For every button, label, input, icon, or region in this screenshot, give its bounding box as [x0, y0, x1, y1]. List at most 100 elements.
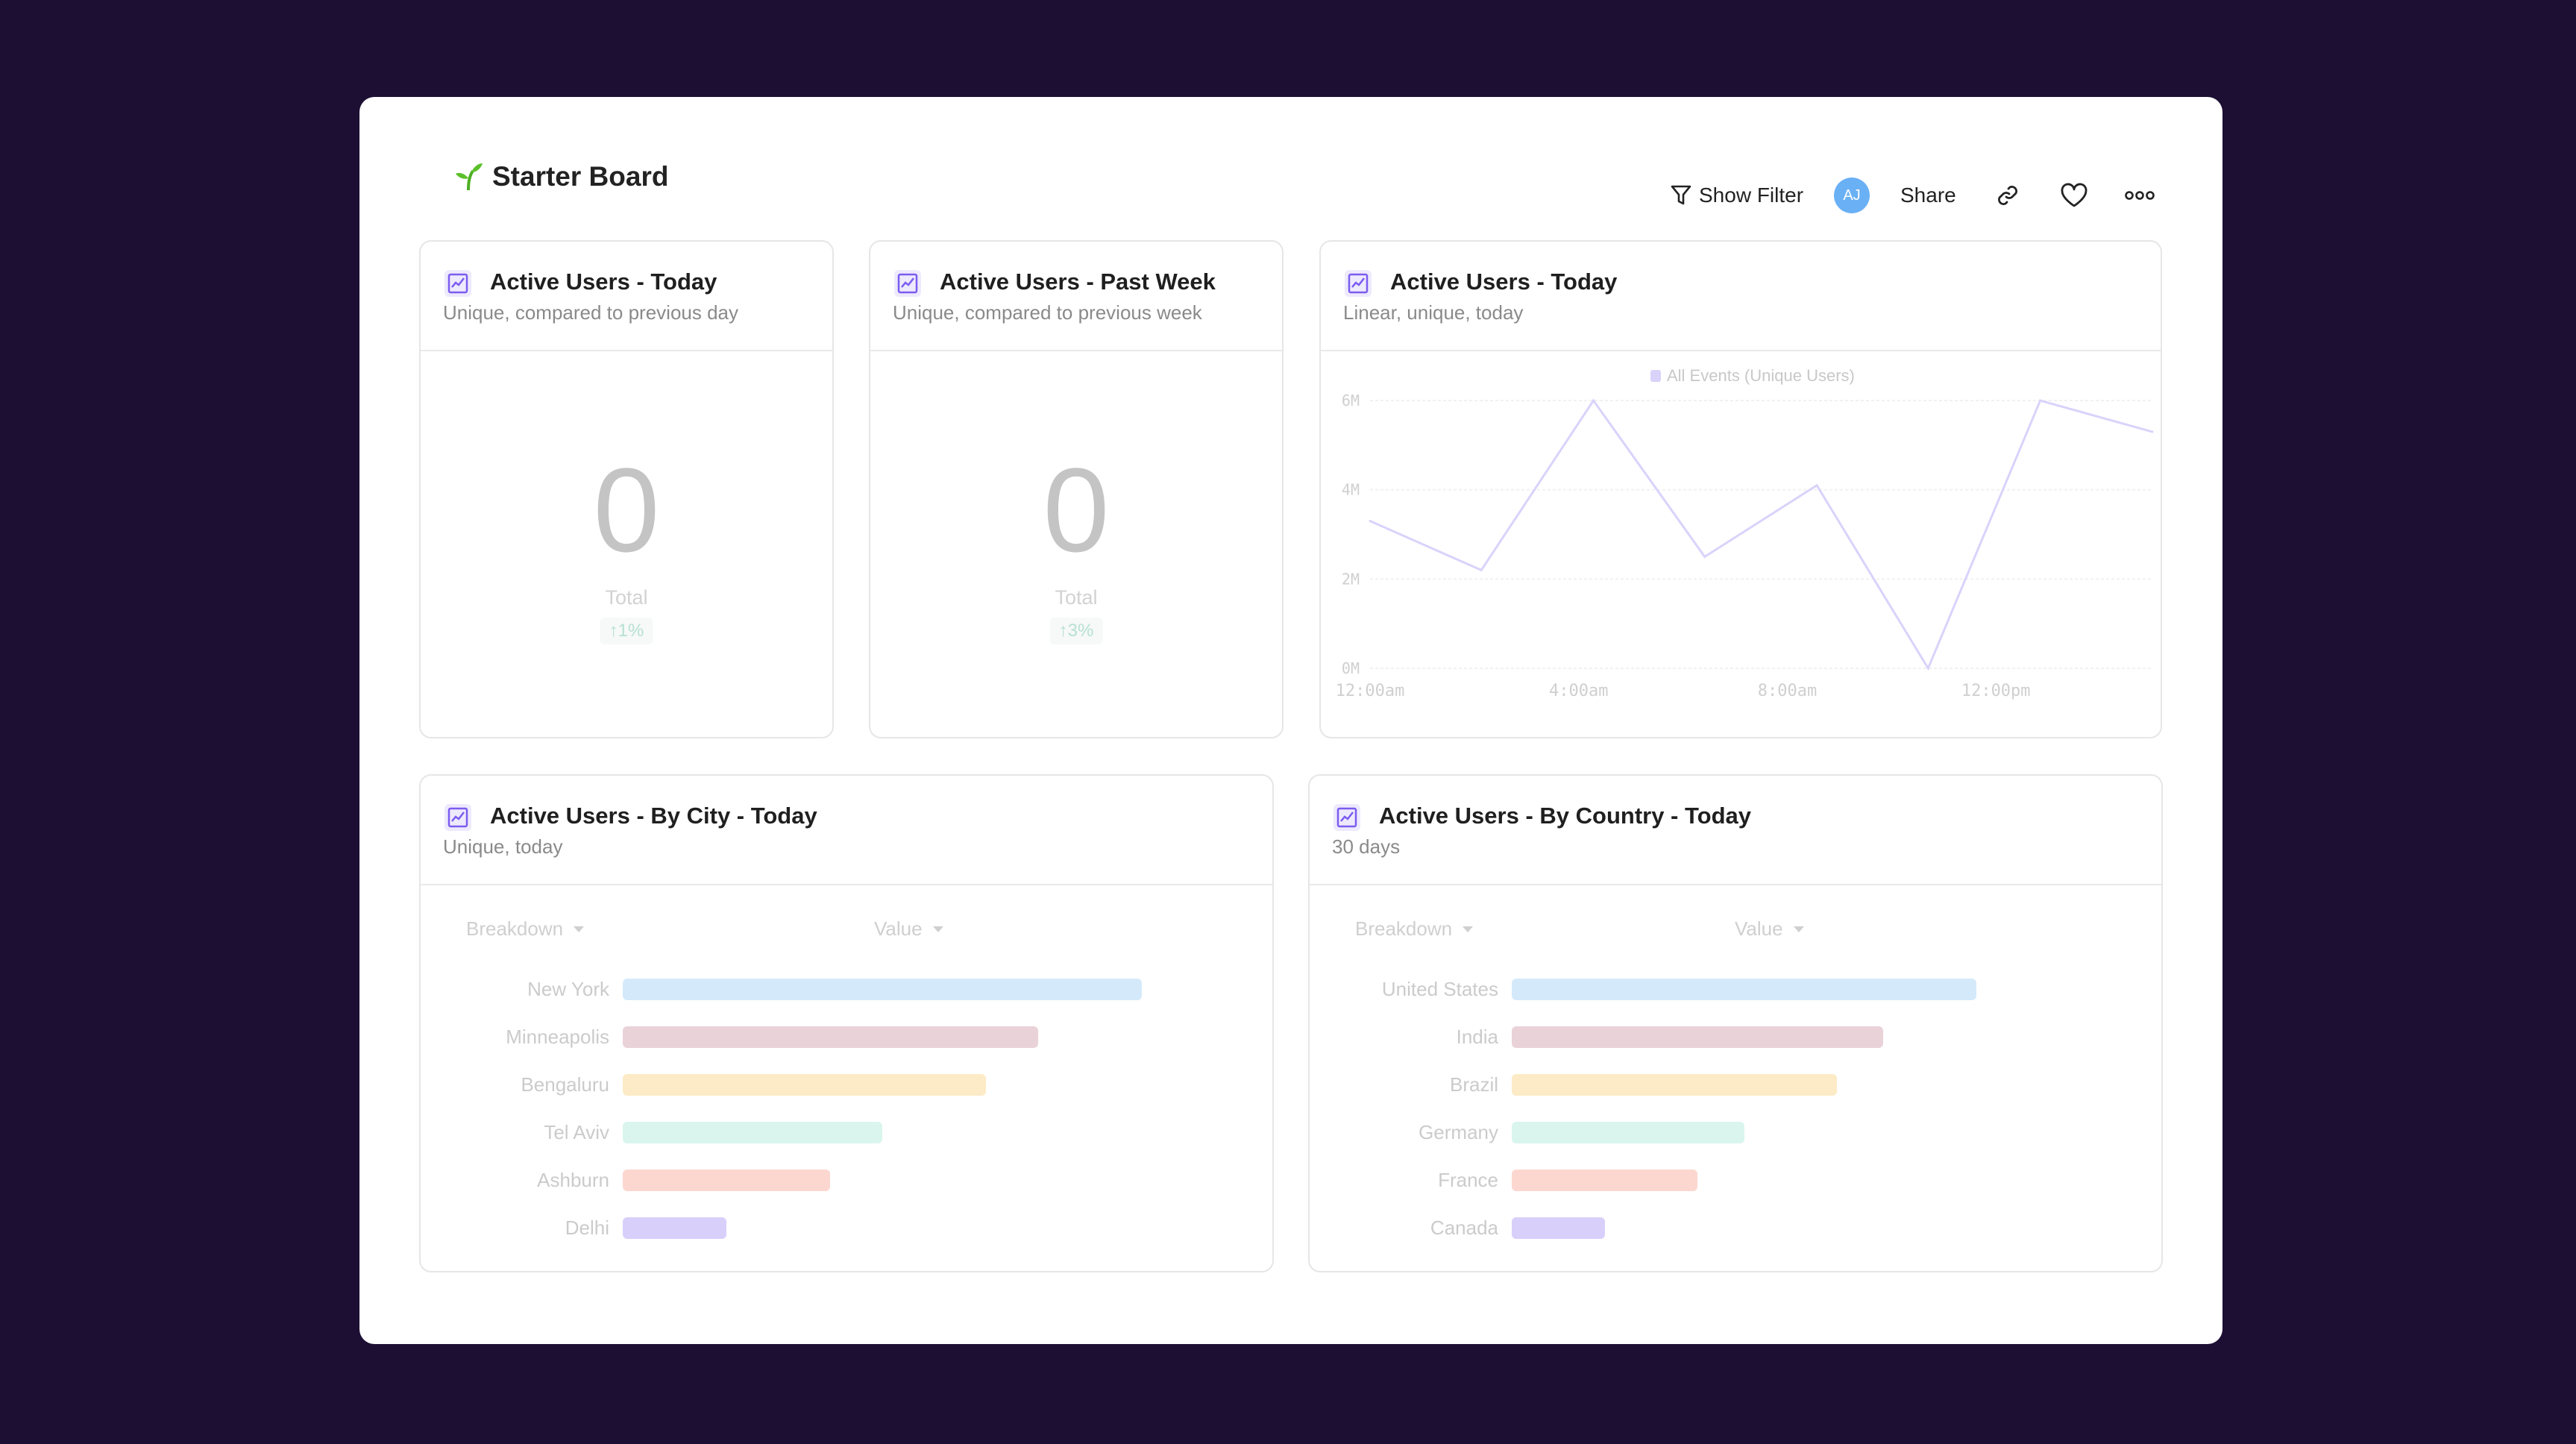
card-active-users-past-week[interactable]: Active Users - Past Week Unique, compare… [869, 240, 1284, 738]
share-button[interactable]: Share [1900, 178, 1956, 213]
card-header: Active Users - By City - Today Unique, t… [421, 776, 1272, 885]
change-badge: ↑1% [600, 618, 653, 644]
bar-label: Tel Aviv [544, 1121, 609, 1143]
chart-icon [444, 804, 471, 831]
card-active-users-by-country[interactable]: Active Users - By Country - Today 30 day… [1308, 774, 2163, 1272]
x-tick-label: 4:00am [1549, 682, 1608, 700]
more-icon [2125, 191, 2155, 200]
card-subtitle: Unique, compared to previous day [443, 301, 739, 324]
breakdown-label: Breakdown [466, 917, 564, 940]
sprout-logo-icon [456, 163, 483, 191]
y-tick-label: 4M [1342, 481, 1360, 499]
bar-label: Minneapolis [506, 1026, 609, 1048]
bar-label: New York [527, 978, 609, 1000]
board-title: Starter Board [455, 161, 668, 192]
card-active-users-by-city[interactable]: Active Users - By City - Today Unique, t… [419, 774, 1274, 1272]
caret-down-icon [1463, 926, 1474, 932]
bar[interactable] [1512, 1074, 1838, 1096]
data-point [1703, 555, 1706, 558]
value-label: Value [1735, 917, 1783, 940]
avatar[interactable]: AJ [1834, 178, 1870, 213]
bar-label: Germany [1419, 1121, 1498, 1143]
bar[interactable] [623, 1074, 987, 1096]
show-filter-button[interactable]: Show Filter [1671, 178, 1803, 213]
y-tick-label: 6M [1342, 392, 1360, 409]
bar[interactable] [1512, 1026, 1884, 1048]
card-subtitle: Unique, compared to previous week [893, 301, 1202, 324]
card-title: Active Users - By City - Today [490, 803, 817, 829]
data-point [2039, 399, 2042, 402]
card-header: Active Users - Past Week Unique, compare… [870, 242, 1282, 351]
legend-swatch [1650, 370, 1661, 382]
card-active-users-today-line[interactable]: Active Users - Today Linear, unique, tod… [1319, 240, 2162, 738]
breakdown-column-header[interactable]: Breakdown [1355, 917, 1474, 941]
metric-value: 0 [593, 443, 660, 577]
card-title: Active Users - By Country - Today [1379, 803, 1751, 829]
data-point [1926, 667, 1929, 670]
avatar-initials: AJ [1834, 178, 1870, 213]
copy-link-button[interactable] [1996, 178, 2020, 213]
bar-label: India [1456, 1026, 1498, 1048]
bar-label: Brazil [1449, 1073, 1498, 1096]
bar-label: Delhi [565, 1217, 609, 1239]
caret-down-icon [1793, 926, 1804, 932]
breakdown-column-header[interactable]: Breakdown [466, 917, 585, 941]
y-tick-label: 2M [1342, 570, 1360, 588]
card-header: Active Users - By Country - Today 30 day… [1310, 776, 2161, 885]
bar-label: Bengaluru [521, 1073, 609, 1096]
filter-icon [1671, 185, 1691, 205]
bar-label: United States [1381, 978, 1498, 1000]
data-point [1592, 399, 1595, 402]
caret-down-icon [932, 926, 943, 932]
bar-label: France [1438, 1169, 1498, 1191]
legend-label: All Events (Unique Users) [1667, 366, 1855, 385]
data-point [1369, 520, 1372, 523]
x-tick-label: 12:00am [1336, 682, 1405, 700]
bar[interactable] [623, 1122, 882, 1143]
data-point [1815, 484, 1818, 487]
x-tick-label: 12:00pm [1961, 682, 2031, 700]
metric-label: Total [605, 586, 648, 609]
bar[interactable] [623, 979, 1142, 1000]
chart-icon [1345, 270, 1372, 297]
series-line [1369, 398, 2153, 671]
bar[interactable] [623, 1217, 727, 1239]
bar[interactable] [1512, 979, 1976, 1000]
link-icon [1998, 186, 2017, 205]
bar[interactable] [623, 1026, 1038, 1048]
share-label: Share [1900, 183, 1956, 207]
value-column-header[interactable]: Value [874, 917, 943, 941]
board-title-text: Starter Board [492, 161, 669, 192]
bar[interactable] [1512, 1170, 1698, 1191]
heart-icon [2061, 183, 2087, 207]
data-point [1480, 568, 1483, 571]
chart-icon [894, 270, 921, 297]
y-tick-label: 0M [1342, 659, 1360, 677]
change-badge: ↑3% [1049, 618, 1103, 644]
card-subtitle: Linear, unique, today [1343, 301, 1524, 324]
card-title: Active Users - Today [1390, 269, 1618, 295]
data-point [2151, 430, 2154, 433]
metric-label: Total [1055, 586, 1098, 609]
x-tick-label: 8:00am [1758, 682, 1817, 700]
breakdown-label: Breakdown [1355, 917, 1453, 940]
card-subtitle: 30 days [1332, 835, 1401, 858]
more-options-button[interactable] [2124, 178, 2155, 213]
card-header: Active Users - Today Linear, unique, tod… [1321, 242, 2161, 351]
card-header: Active Users - Today Unique, compared to… [421, 242, 832, 351]
card-active-users-today[interactable]: Active Users - Today Unique, compared to… [419, 240, 834, 738]
bar-label: Canada [1430, 1217, 1498, 1239]
chart-icon [1333, 804, 1360, 831]
caret-down-icon [574, 926, 585, 932]
show-filter-label: Show Filter [1699, 183, 1804, 207]
favorite-button[interactable] [2060, 178, 2088, 213]
card-title: Active Users - Past Week [940, 269, 1216, 295]
value-label: Value [874, 917, 923, 940]
bar[interactable] [1512, 1122, 1744, 1143]
card-subtitle: Unique, today [443, 835, 563, 858]
bar[interactable] [1512, 1217, 1605, 1239]
bar[interactable] [623, 1170, 831, 1191]
bar-label: Ashburn [537, 1169, 609, 1191]
value-column-header[interactable]: Value [1735, 917, 1804, 941]
metric-value: 0 [1043, 443, 1110, 577]
